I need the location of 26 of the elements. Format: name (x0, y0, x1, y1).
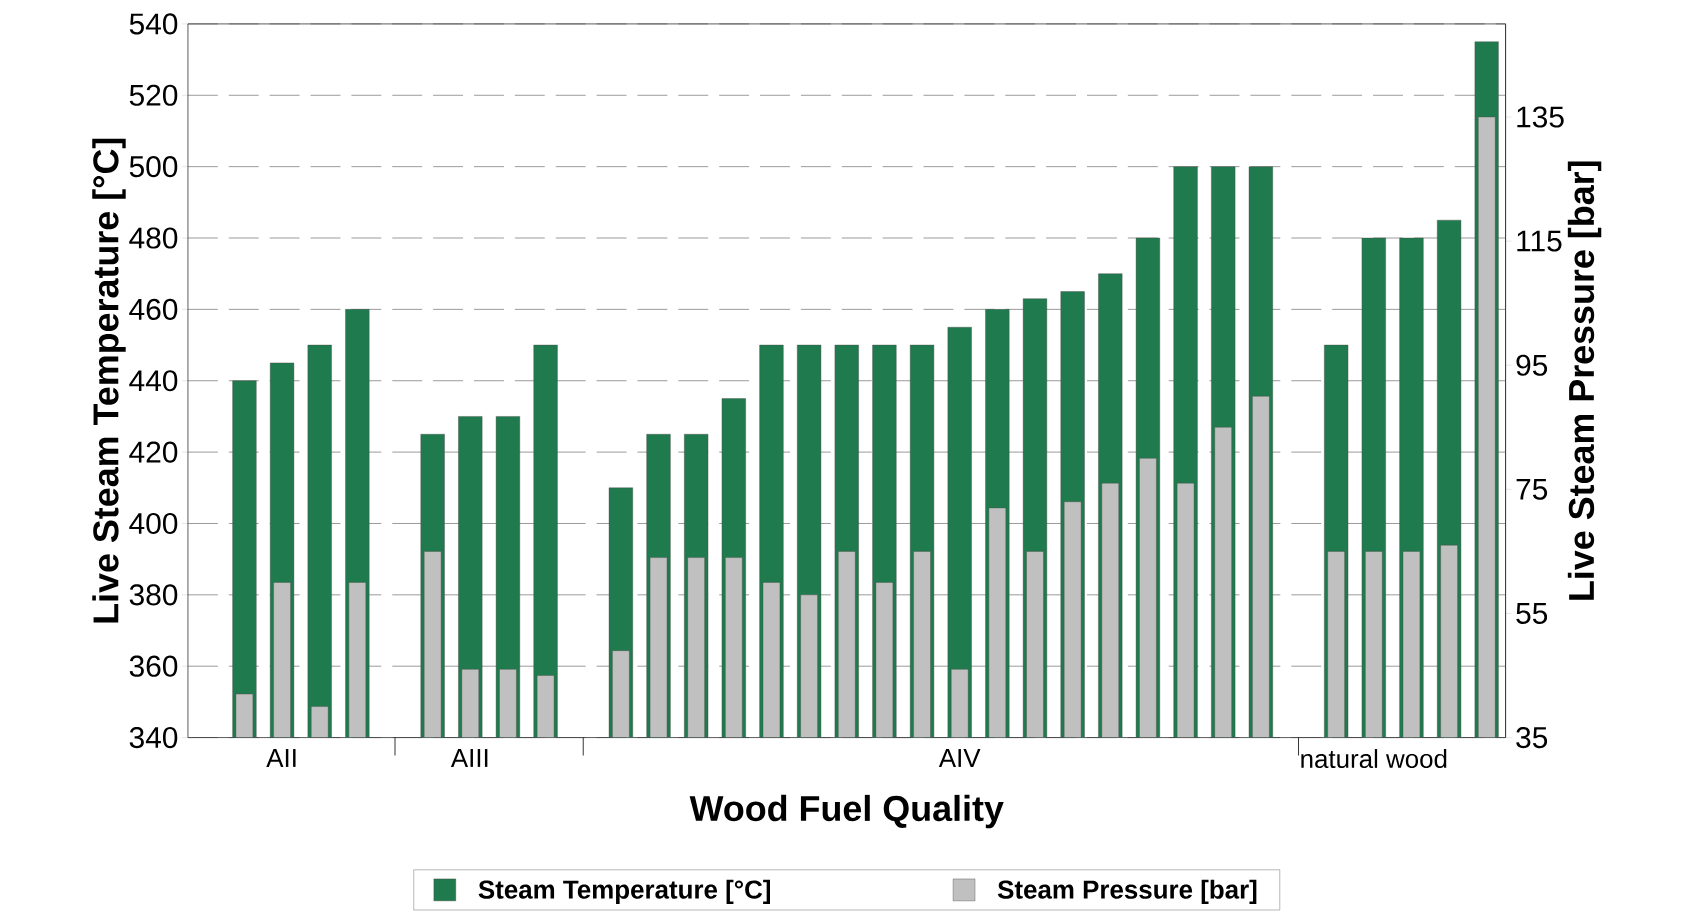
legend-label: Steam Pressure [bar] (997, 879, 1257, 904)
y-axis-title: Live Steam Temperature [°C] (92, 138, 126, 623)
y-tick-label: 540 (129, 13, 178, 35)
y-tick-label: 380 (129, 584, 178, 606)
x-axis-title: Wood Fuel Quality (689, 794, 1004, 829)
y-tick-label: 520 (129, 84, 178, 106)
y-tick-label: 500 (129, 156, 178, 178)
y2-tick-label: 115 (1517, 230, 1562, 252)
y-tick-label: 420 (129, 441, 178, 463)
y2-axis-title: Live Steam Pressure [bar] (1567, 161, 1602, 600)
y-tick-label: 440 (129, 370, 178, 392)
y-tick-label: 360 (129, 655, 178, 677)
x-tick-label: AII (266, 749, 296, 767)
y2-tick-label: 75 (1516, 478, 1548, 500)
x-tick-label: AIV (938, 749, 981, 767)
y-tick-label: 340 (129, 726, 178, 749)
y2-tick-label: 95 (1516, 354, 1548, 376)
x-tick-label: AIII (450, 749, 488, 767)
y-tick-label: 400 (129, 512, 178, 535)
y2-tick-label: 55 (1516, 603, 1548, 624)
y2-tick-label: 135 (1517, 106, 1564, 128)
legend-label: Steam Temperature [°C] (478, 879, 770, 904)
y-tick-label: 460 (129, 298, 178, 320)
y-tick-label: 480 (129, 227, 178, 249)
x-tick-label: natural wood (1301, 749, 1447, 769)
y2-tick-label: 35 (1516, 726, 1548, 749)
